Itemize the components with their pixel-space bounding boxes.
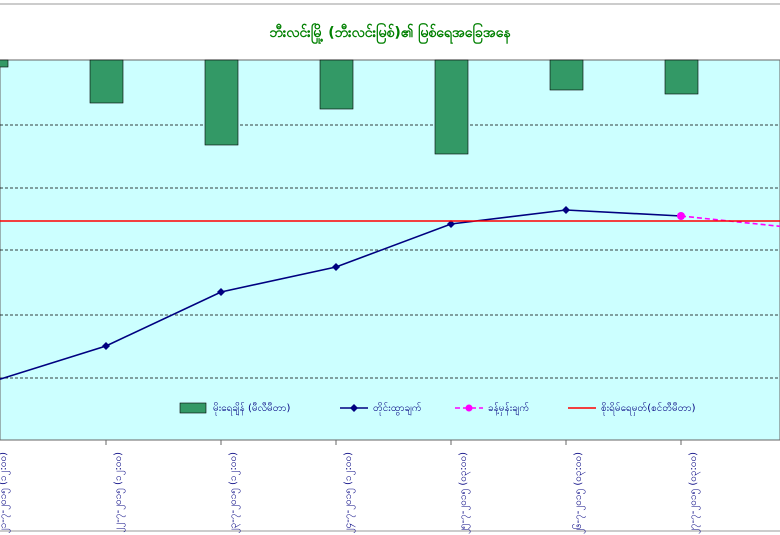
x-tick-label: ၂၁-၇-၂၀၁၅ (၁၂:၀၀) [0, 452, 11, 533]
chart-title: ဘီးလင်းမြို့ (ဘီးလင်းမြစ်)၏ မြစ်ရေအခြေအန… [269, 23, 511, 44]
legend-marker [465, 404, 473, 412]
point [562, 206, 570, 214]
point [677, 212, 685, 220]
point [332, 263, 340, 271]
plot: ၂၁-၇-၂၀၁၅ (၁၂:၀၀) ၂၂-၇-၂၀၁၅ (၁၂:၀၀) ၂၃-၇-၂… [0, 59, 780, 534]
bar [204, 59, 239, 146]
x-tick-label: ၂၅-၇-၂၀၁၅ (၀၃:၀၀) [458, 452, 471, 534]
legend-marker [350, 404, 358, 412]
line [680, 215, 780, 228]
legend-swatch [179, 402, 207, 414]
x-tick-label: ၂၇-၇-၂၀၁၅ (၀၃:၀၀) [688, 452, 701, 534]
point [102, 342, 110, 350]
bar [549, 59, 584, 91]
bar [89, 59, 124, 104]
bar [664, 59, 699, 95]
x-tick-label: ၂၆-၇-၂၀၁၅ (၀၃:၀၀) [571, 452, 586, 534]
legend-label: ခန့်မှန်းချက် [488, 401, 529, 416]
legend-label: တိုင်းထွာချက် [373, 401, 422, 416]
point [447, 220, 455, 228]
x-tick-label: ၂၃-၇-၂၀၁၅ (၁၂:၀၀) [228, 452, 241, 533]
bar [0, 59, 9, 68]
legend-label: မိုးရေချိန် (မီလီမီတာ) [213, 401, 291, 416]
x-tick-label: ၂၄-၇-၂၀၁၅ (၁၂:၀၀) [343, 452, 356, 533]
legend-label: စိုးရိမ်ရေမှတ်(စင်တီမီတာ) [601, 401, 696, 416]
point [217, 288, 225, 296]
x-tick-label: ၂၂-၇-၂၀၁၅ (၁၂:၀၀) [113, 452, 126, 533]
bar [434, 59, 469, 155]
bar [319, 59, 354, 110]
